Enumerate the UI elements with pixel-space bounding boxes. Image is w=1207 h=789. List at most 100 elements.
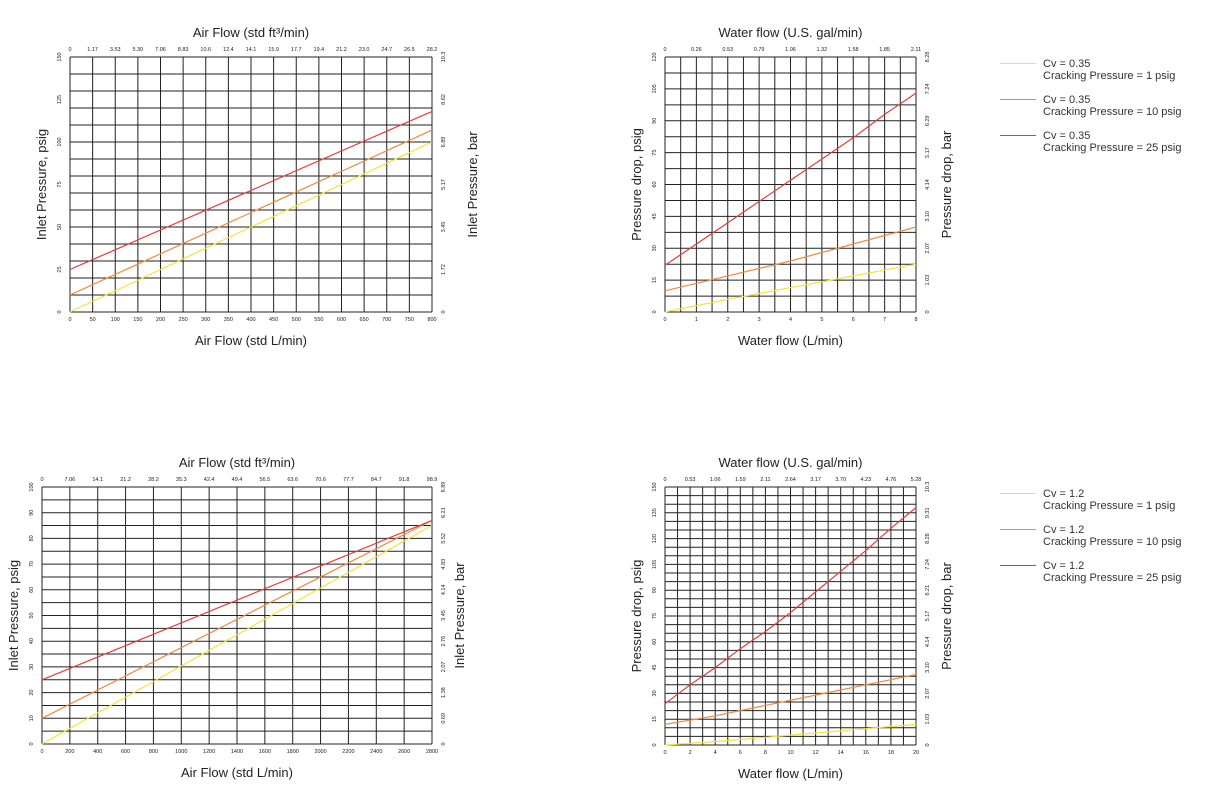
x2-tick-label: 10.6 [200,47,211,53]
x2-tick-label: 12.4 [223,47,234,53]
x2-tick-label: 63.6 [287,477,298,483]
grid [664,486,917,746]
x2-tick-label: 5.30 [133,47,144,53]
series-line-orange [69,129,433,296]
x2-tick-label: 1.06 [785,47,796,53]
grid [41,486,433,745]
y2-tick-label: 1.72 [441,264,447,275]
x-tick-label: 200 [65,749,74,755]
y2-axis-title: Pressure drop, bar [939,130,954,238]
x-tick-label: 450 [269,317,278,323]
y2-tick-label: 5.17 [925,611,931,622]
y2-tick-label: 5.17 [925,147,931,158]
legend-label: Cv = 0.35 Cracking Pressure = 1 psig [1043,58,1175,82]
y-tick-label: 100 [57,137,63,146]
y-axis-title: Pressure drop, psig [629,560,644,673]
y2-tick-label: 0 [441,742,447,745]
x2-tick-label: 21.2 [336,47,347,53]
y-tick-label: 75 [57,181,63,187]
y2-tick-label: 2.07 [925,243,931,254]
y2-axis-title: Inlet Pressure, bar [452,562,467,669]
y-tick-label: 60 [652,181,658,187]
y2-tick-label: 1.03 [925,714,931,725]
series-line-orange [664,673,917,725]
x2-axis-title: Air Flow (std ft³/min) [193,25,309,40]
legend-cracking-pressure: Cracking Pressure = 10 psig [1043,536,1182,548]
x-tick-label: 800 [427,317,436,323]
y2-tick-label: 3.45 [441,222,447,233]
x-tick-label: 1800 [287,749,299,755]
y2-tick-label: 5.17 [441,179,447,190]
y-tick-label: 50 [29,612,35,618]
y2-tick-label: 3.10 [925,662,931,673]
x2-tick-label: 77.7 [343,477,354,483]
x-tick-label: 10 [787,750,793,756]
x-tick-label: 1400 [231,749,243,755]
y-tick-label: 150 [57,52,63,61]
x-tick-label: 18 [888,750,894,756]
legend-swatch [1000,99,1036,100]
x-tick-label: 2000 [314,749,326,755]
y-tick-label: 30 [29,664,35,670]
y-tick-label: 60 [29,587,35,593]
y-tick-label: 60 [652,639,658,645]
y-tick-label: 75 [652,613,658,619]
x2-tick-label: 23.0 [359,47,370,53]
y-axis-title: Inlet Pressure, psig [6,560,21,671]
x-tick-label: 800 [149,749,158,755]
x2-tick-label: 0 [663,477,666,483]
x-tick-label: 0 [68,317,71,323]
x2-axis-title: Air Flow (std ft³/min) [179,455,295,470]
series-line-red [41,519,433,681]
x-tick-label: 20 [913,750,919,756]
x2-tick-label: 5.28 [911,477,922,483]
y-tick-label: 125 [57,95,63,104]
y-tick-label: 135 [652,508,658,517]
y2-tick-label: 0 [925,743,931,746]
x-tick-label: 2200 [342,749,354,755]
x-tick-label: 200 [156,317,165,323]
series-line-orange [41,519,433,719]
y-tick-label: 120 [652,52,658,61]
x-tick-label: 750 [405,317,414,323]
x2-tick-label: 91.8 [399,477,410,483]
x2-tick-label: 7.06 [64,477,75,483]
x-tick-label: 0 [40,749,43,755]
x-tick-label: 400 [93,749,102,755]
legend-cracking-pressure: Cracking Pressure = 1 psig [1043,70,1176,82]
y-tick-label: 10 [29,715,35,721]
x2-tick-label: 0 [663,47,666,53]
x2-tick-label: 0 [40,477,43,483]
x-tick-label: 600 [337,317,346,323]
y2-tick-label: 3.10 [925,211,931,222]
x-tick-label: 2 [689,750,692,756]
y-tick-label: 50 [57,224,63,230]
x-tick-label: 0 [663,750,666,756]
legend-label: Cv = 1.2 Cracking Pressure = 10 psig [1043,524,1181,548]
y2-tick-label: 10.3 [925,482,931,493]
series-line-yellow [69,141,433,313]
legend-cv: Cv = 1.2 [1043,488,1085,500]
y-tick-label: 25 [57,266,63,272]
x-tick-label: 2600 [398,749,410,755]
x-axis-title: Water flow (L/min) [738,766,843,781]
y-tick-label: 15 [652,716,658,722]
x2-tick-label: 15.9 [268,47,279,53]
series-line-red [664,92,917,266]
x2-tick-label: 19.4 [314,47,325,53]
x2-tick-label: 1.32 [817,47,828,53]
x2-tick-label: 35.3 [176,477,187,483]
x-tick-label: 2800 [426,749,438,755]
y-tick-label: 30 [652,245,658,251]
series-line-red [664,507,917,705]
legend-label: Cv = 0.35 Cracking Pressure = 25 psig [1043,130,1181,154]
x2-tick-label: 26.5 [404,47,415,53]
legend-cv: Cv = 1.2 [1043,524,1085,536]
y2-tick-label: 0.69 [441,713,447,724]
legend-cv: Cv = 0.35 [1043,94,1091,106]
x-tick-label: 1000 [175,749,187,755]
x-tick-label: 16 [863,750,869,756]
x-tick-label: 4 [789,317,792,323]
legend-swatch [1000,135,1036,136]
legend-cv: Cv = 1.2 [1043,560,1085,572]
